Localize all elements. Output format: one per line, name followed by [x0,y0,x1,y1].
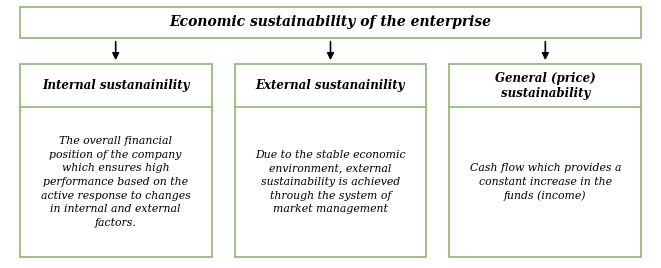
Text: Due to the stable economic
environment, external
sustainability is achieved
thro: Due to the stable economic environment, … [255,150,406,214]
Bar [449,64,641,257]
Bar [20,64,212,257]
Text: Cash flow which provides a
constant increase in the
funds (income): Cash flow which provides a constant incr… [469,163,621,201]
Bar [235,64,426,257]
Text: The overall financial
position of the company
which ensures high
performance bas: The overall financial position of the co… [41,136,190,228]
Text: Economic sustainability of the enterprise: Economic sustainability of the enterpris… [169,15,492,29]
Text: Internal sustanainility: Internal sustanainility [42,79,190,92]
Bar [20,7,641,38]
Text: External sustanainility: External sustanainility [256,79,405,92]
Text: General (price)
sustainability: General (price) sustainability [495,72,596,99]
